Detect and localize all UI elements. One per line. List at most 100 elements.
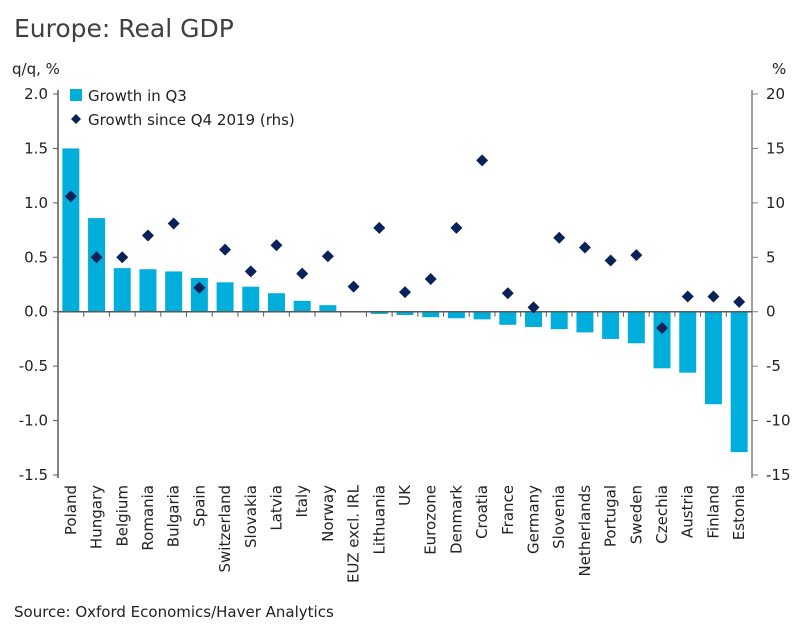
- right-tick-label: -5: [766, 357, 781, 375]
- diamond-poland: [64, 190, 77, 203]
- right-tick-label: 15: [766, 139, 785, 157]
- category-label: Germany: [525, 485, 543, 554]
- category-label: France: [499, 485, 517, 535]
- category-label: Croatia: [473, 485, 491, 539]
- bar-finland: [704, 311, 722, 405]
- bar-switzerland: [216, 282, 234, 312]
- category-label: Switzerland: [216, 485, 234, 573]
- bar-netherlands: [576, 311, 594, 333]
- diamond-uk: [399, 286, 411, 299]
- bar-italy: [293, 300, 311, 312]
- category-label: Slovenia: [550, 485, 568, 549]
- bar-belgium: [113, 268, 131, 312]
- diamond-austria: [681, 290, 694, 303]
- diamond-belgium: [116, 251, 129, 264]
- left-tick-label: -1.0: [19, 412, 48, 430]
- category-label: Portugal: [602, 485, 620, 547]
- diamond-italy: [296, 267, 309, 280]
- bar-czechia: [653, 311, 671, 369]
- left-tick-label: -1.5: [19, 466, 48, 484]
- diamond-denmark: [450, 221, 463, 234]
- diamond-latvia: [270, 239, 283, 252]
- bar-bulgaria: [165, 271, 183, 312]
- bar-lithuania: [370, 311, 388, 314]
- category-label: Slovakia: [242, 485, 260, 548]
- diamond-euz-excl-irl: [347, 280, 360, 293]
- left-axis-unit: q/q, %: [12, 60, 60, 78]
- bar-sweden: [627, 311, 645, 344]
- category-label: Estonia: [730, 485, 748, 540]
- category-label: Czechia: [653, 485, 671, 544]
- legend-diamond-label: Growth since Q4 2019 (rhs): [88, 111, 295, 129]
- right-tick-label: 10: [766, 194, 785, 212]
- right-tick-label: -10: [766, 412, 791, 430]
- bar-uk: [396, 311, 414, 315]
- right-axis-unit: %: [772, 60, 787, 78]
- right-tick-label: 5: [766, 248, 776, 266]
- category-label: Latvia: [267, 485, 285, 531]
- bar-norway: [319, 305, 337, 312]
- bar-romania: [139, 269, 157, 312]
- category-label: Belgium: [113, 485, 131, 547]
- bar-slovenia: [550, 311, 568, 330]
- diamond-lithuania: [373, 221, 386, 234]
- chart-title: Europe: Real GDP: [14, 14, 234, 43]
- category-label: Lithuania: [370, 485, 388, 554]
- bar-denmark: [447, 311, 465, 319]
- diamond-finland: [707, 290, 720, 303]
- bar-slovakia: [242, 286, 260, 312]
- bar-portugal: [602, 311, 620, 339]
- left-tick-label: 1.0: [24, 194, 48, 212]
- category-label: Hungary: [88, 485, 106, 549]
- diamond-france: [501, 287, 514, 300]
- bar-poland: [62, 148, 80, 312]
- category-label: Finland: [704, 485, 722, 539]
- bar-croatia: [473, 311, 491, 320]
- category-label: Netherlands: [576, 485, 594, 577]
- right-tick-label: 20: [766, 85, 785, 103]
- legend-diamond-icon: [71, 114, 81, 124]
- right-tick-label: 0: [766, 303, 776, 321]
- bar-latvia: [267, 293, 285, 312]
- left-tick-label: 1.5: [24, 139, 48, 157]
- source-note: Source: Oxford Economics/Haver Analytics: [14, 603, 334, 621]
- bar-estonia: [730, 311, 748, 453]
- left-tick-label: 0.0: [24, 303, 48, 321]
- bar-germany: [525, 311, 543, 327]
- category-label: Italy: [293, 485, 311, 518]
- left-tick-label: 0.5: [24, 248, 48, 266]
- legend-bar-swatch: [70, 89, 82, 101]
- left-tick-label: 2.0: [24, 85, 48, 103]
- category-label: Norway: [319, 485, 337, 542]
- diamond-spain: [193, 281, 206, 294]
- diamond-czechia: [656, 322, 669, 335]
- category-label: Spain: [190, 485, 208, 527]
- category-label: UK: [396, 484, 414, 506]
- diamond-slovakia: [244, 265, 257, 278]
- bar-eurozone: [422, 311, 440, 318]
- category-label: Denmark: [447, 485, 465, 554]
- diamond-bulgaria: [167, 217, 180, 230]
- diamond-germany: [527, 301, 540, 314]
- diamond-norway: [321, 250, 334, 263]
- bar-france: [499, 311, 517, 325]
- diamond-sweden: [630, 249, 643, 262]
- category-label: Eurozone: [422, 485, 440, 555]
- diamond-romania: [141, 229, 154, 242]
- category-label: Poland: [62, 485, 80, 535]
- category-label: Bulgaria: [165, 485, 183, 547]
- diamond-hungary: [90, 251, 103, 264]
- diamond-switzerland: [219, 243, 232, 256]
- category-label: Sweden: [627, 485, 645, 544]
- left-tick-label: -0.5: [19, 357, 48, 375]
- category-label: EUZ excl. IRL: [345, 484, 363, 583]
- bar-hungary: [88, 218, 106, 312]
- legend-bar-label: Growth in Q3: [88, 87, 187, 105]
- diamond-croatia: [476, 154, 489, 167]
- bar-austria: [679, 311, 697, 373]
- category-label: Romania: [139, 485, 157, 551]
- diamond-netherlands: [578, 241, 591, 254]
- diamond-eurozone: [424, 273, 437, 286]
